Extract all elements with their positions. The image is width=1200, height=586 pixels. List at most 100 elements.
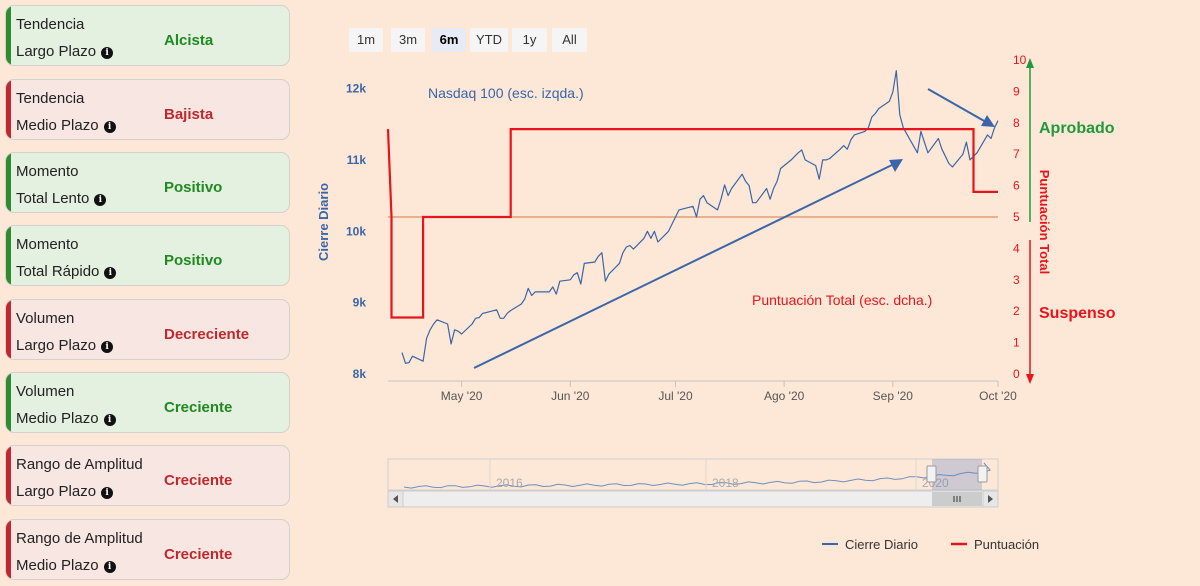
indicator-value: Creciente [164,546,233,563]
y-left-tick-label: 8k [353,367,367,381]
y-right-tick-label: 0 [1013,367,1020,381]
indicator-card: Tendencia Medio Plazo i Bajista [5,79,290,140]
y-right-tick-label: 7 [1013,147,1020,161]
indicator-card: Tendencia Largo Plazo i Alcista [5,5,290,66]
indicator-period: Medio Plazo i [16,117,116,134]
indicator-card: Momento Total Rápido i Positivo [5,225,290,286]
status-bar [6,6,11,65]
indicator-name: Volumen [16,383,75,400]
range-button[interactable]: All [552,28,587,52]
status-bar [6,373,11,432]
indicator-card: Volumen Medio Plazo i Creciente [5,372,290,433]
navigator-handle-right[interactable] [977,465,988,483]
series-line-puntuacion [386,128,998,319]
indicator-card: Rango de Amplitud Largo Plazo i Creciente [5,445,290,506]
info-icon[interactable]: i [103,121,116,133]
y-right-tick-label: 4 [1013,241,1020,255]
pullback-arrow [927,88,987,123]
y-right-tick-label: 6 [1013,179,1020,193]
navigator-window [932,459,982,490]
indicator-card: Volumen Largo Plazo i Decreciente [5,299,290,360]
scrollbar-track [387,490,999,508]
y-right-tick-label: 10 [1013,53,1027,67]
navigator-frame [387,458,999,491]
navigator-year-label: 2016 [496,476,523,490]
trend-arrow [473,163,895,369]
status-bar [6,520,11,579]
range-button[interactable]: 1y [512,28,547,52]
info-icon[interactable]: i [94,194,107,206]
status-bar [6,300,11,359]
x-tick-label: May '20 [441,389,483,403]
legend-label-puntuacion[interactable]: Puntuación [974,537,1039,552]
legend-label-cierre[interactable]: Cierre Diario [845,537,918,552]
y-right-tick-label: 2 [1013,304,1020,318]
legend: Cierre Diario Puntuación [822,537,1039,552]
navigator-handle-left[interactable] [926,465,937,483]
indicator-value: Positivo [164,179,223,196]
indicator-name: Tendencia [16,90,85,107]
indicator-value: Positivo [164,252,223,269]
info-icon[interactable]: i [104,267,117,279]
info-icon[interactable]: i [103,561,116,573]
y-right-tick-label: 1 [1013,336,1020,350]
indicator-name: Rango de Amplitud [16,530,143,547]
range-button[interactable]: 1m [349,28,383,52]
navigator-series [403,462,991,489]
indicator-value: Decreciente [164,326,250,343]
pullback-arrow-head [981,115,995,127]
approved-arrow-head [1026,58,1034,68]
failed-label: Suspenso [1039,305,1116,322]
x-tick-label: Jul '20 [658,389,693,403]
x-tick-label: Sep '20 [873,389,914,403]
y-left-axis-title: Cierre Diario [316,183,331,261]
info-icon[interactable]: i [101,47,114,59]
indicator-name: Tendencia [16,16,85,33]
indicator-card: Rango de Amplitud Medio Plazo i Creciente [5,519,290,580]
scroll-right-icon [988,495,993,503]
indicator-name: Volumen [16,310,75,327]
status-bar [6,153,11,212]
close-series-annotation: Nasdaq 100 (esc. izqda.) [428,85,584,101]
info-icon[interactable]: i [103,414,116,426]
indicator-value: Alcista [164,32,214,49]
range-button[interactable]: YTD [470,28,508,52]
x-tick-label: Ago '20 [764,389,805,403]
indicator-period: Total Lento i [16,190,107,207]
score-series-annotation: Puntuación Total (esc. dcha.) [752,292,932,308]
y-left-tick-label: 12k [346,82,366,96]
approved-label: Aprobado [1039,120,1115,137]
range-button[interactable]: 3m [391,28,425,52]
status-bar [6,80,11,139]
indicator-period: Total Rápido i [16,263,117,280]
scroll-left-icon [393,495,398,503]
indicator-value: Bajista [164,106,214,123]
indicator-period: Largo Plazo i [16,43,114,60]
indicator-name: Momento [16,236,79,253]
indicator-period: Medio Plazo i [16,557,116,574]
x-tick-label: Oct '20 [979,389,1017,403]
y-left-tick-label: 10k [346,224,366,238]
y-left-tick-label: 9k [353,296,367,310]
indicator-name: Rango de Amplitud [16,456,143,473]
y-right-tick-label: 8 [1013,116,1020,130]
navigator-year-label: 2018 [712,476,739,490]
y-right-tick-label: 5 [1013,210,1020,224]
indicator-period: Largo Plazo i [16,483,114,500]
indicator-name: Momento [16,163,79,180]
indicator-period: Largo Plazo i [16,337,114,354]
y-right-tick-label: 9 [1013,84,1020,98]
range-button[interactable]: 6m [432,28,466,52]
y-left-tick-label: 11k [347,153,367,167]
y-right-tick-label: 3 [1013,273,1020,287]
indicator-period: Medio Plazo i [16,410,116,427]
indicator-value: Creciente [164,472,233,489]
info-icon[interactable]: i [101,487,114,499]
series-line-cierre [401,70,999,364]
status-bar [6,446,11,505]
failed-arrow-head [1026,374,1034,384]
info-icon[interactable]: i [101,341,114,353]
indicator-value: Creciente [164,399,233,416]
trend-arrow-head [889,159,903,172]
